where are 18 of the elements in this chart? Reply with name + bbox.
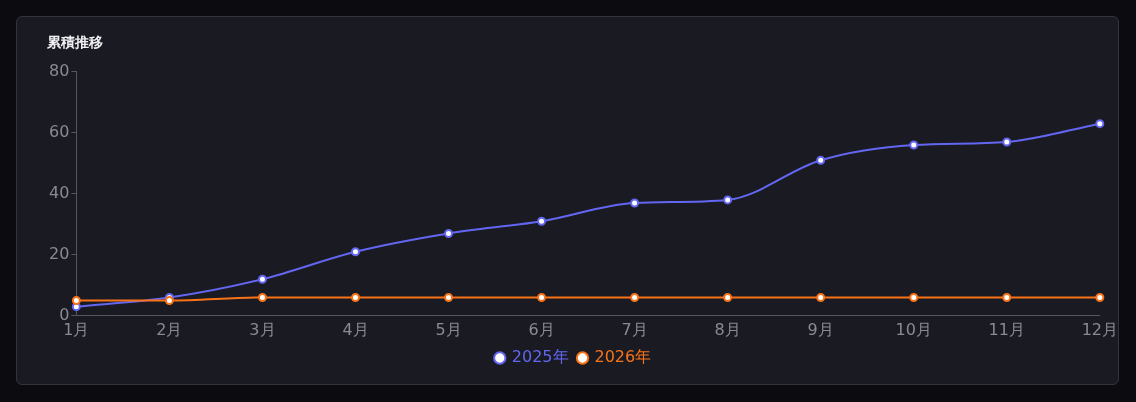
y-tick-label: 80 [49,60,70,80]
x-tick-label: 9月 [807,319,834,339]
y-tick-label: 40 [49,182,70,202]
x-tick-label: 12月 [1081,319,1118,339]
chart-title: 累積推移 [46,34,103,51]
x-tick-label: 8月 [714,319,741,339]
x-tick-label: 3月 [249,319,276,339]
y-tick-label: 20 [49,243,70,263]
x-tick-label: 7月 [621,319,648,339]
x-tick-label: 6月 [528,319,555,339]
x-tick-label: 2月 [156,319,183,339]
x-tick-label: 11月 [988,319,1025,339]
legend-label: 2026年 [594,347,652,367]
legend-label: 2025年 [511,347,569,367]
y-tick-label: 60 [49,121,70,141]
x-tick-label: 4月 [342,319,369,339]
x-tick-label: 5月 [435,319,462,339]
x-tick-label: 10月 [895,319,932,339]
